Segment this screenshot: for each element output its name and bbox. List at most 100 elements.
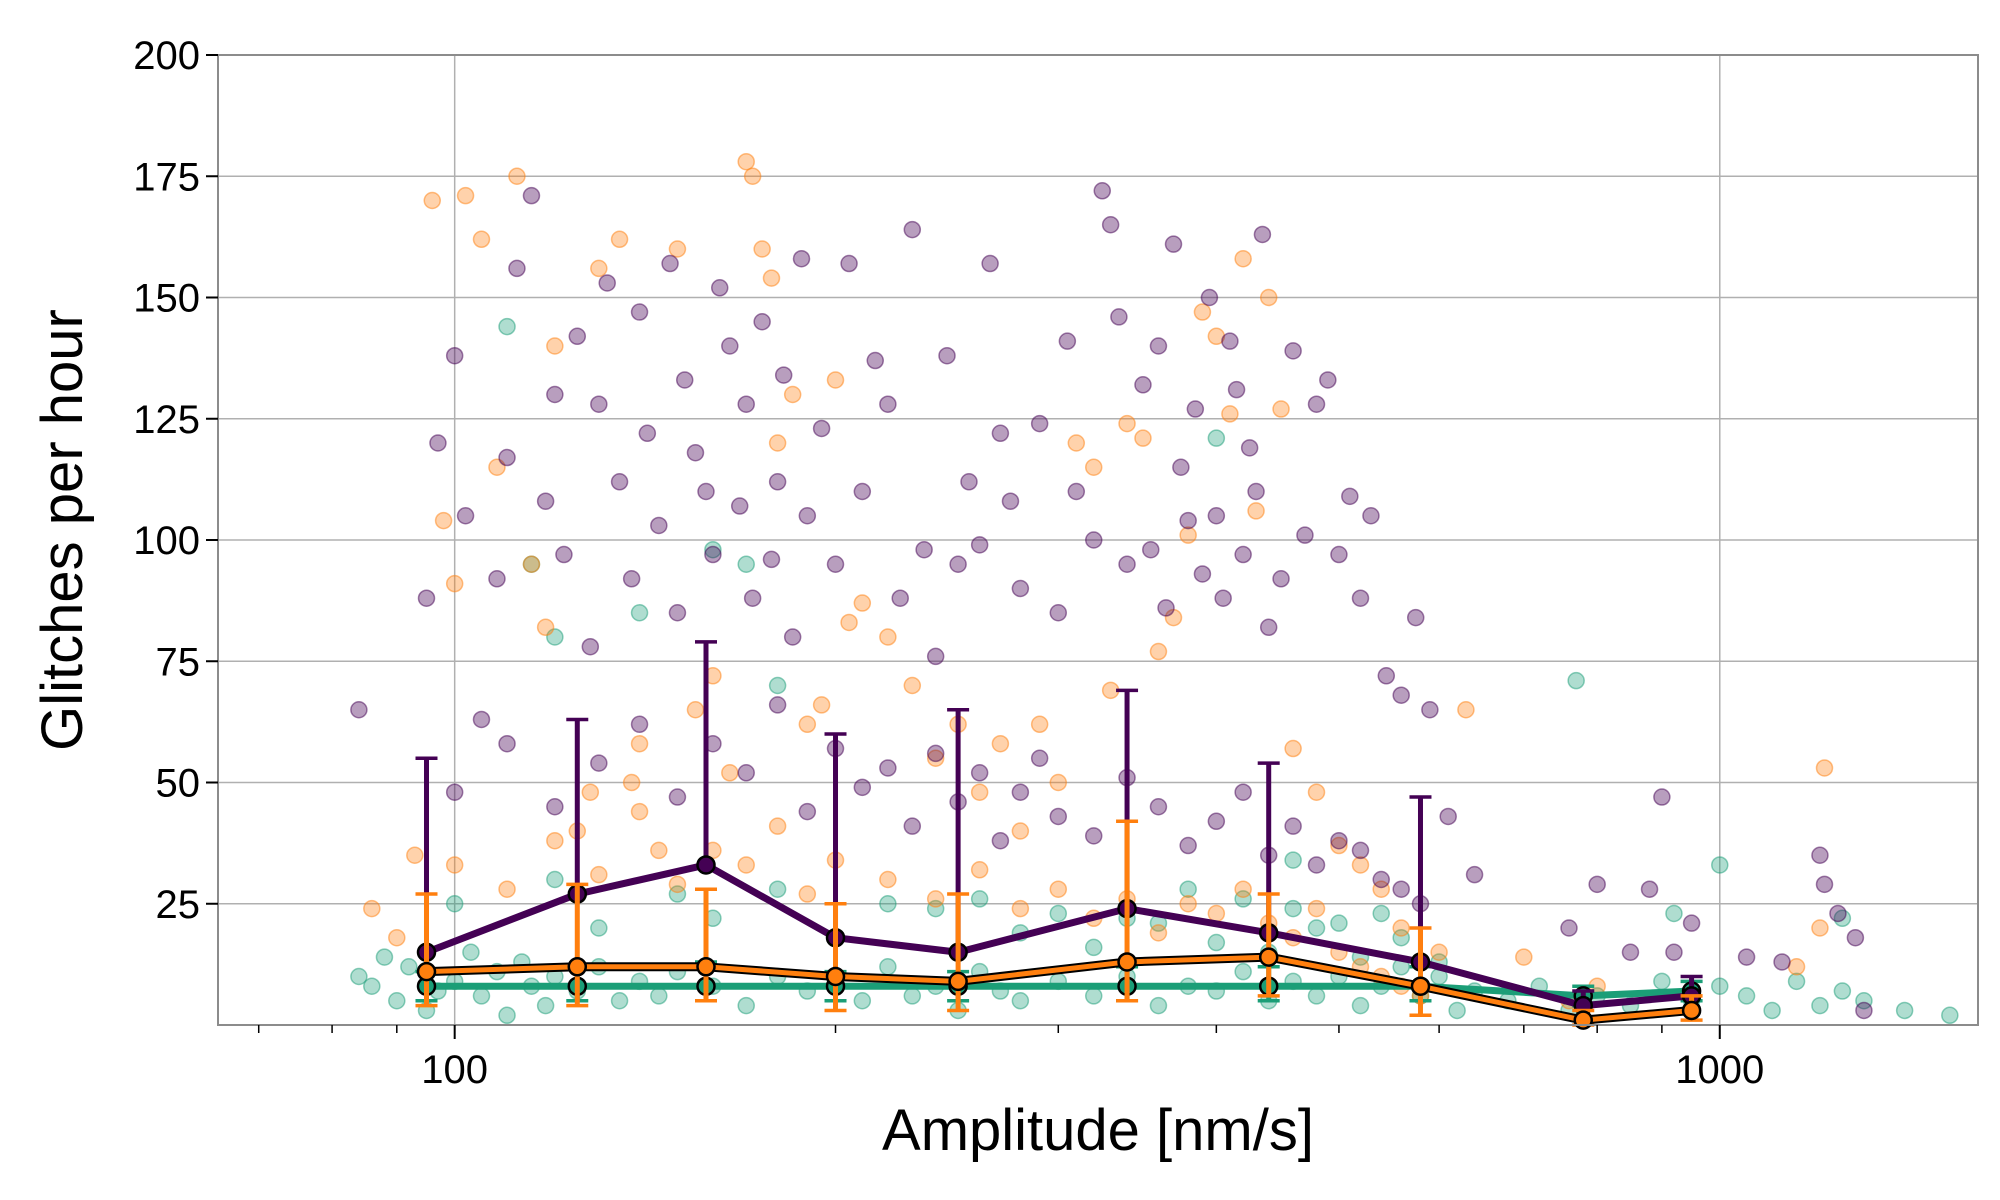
scatter-point-orange <box>1193 303 1212 321</box>
scatter-point-green <box>1049 904 1068 923</box>
scatter-point-purple <box>721 337 739 355</box>
scatter-point-purple <box>1164 235 1183 253</box>
y-tick-label: 100 <box>133 519 200 563</box>
scatter-point-orange <box>926 890 945 908</box>
scatter-point-green <box>462 943 480 961</box>
scatter-point-green <box>879 958 897 976</box>
scatter-point-orange <box>590 259 608 278</box>
scatter-point-orange <box>970 861 989 879</box>
scatter-point-purple <box>1682 914 1701 932</box>
scatter-point-purple <box>926 647 945 666</box>
scatter-point-green <box>1711 977 1729 995</box>
scatter-point-green <box>1307 987 1326 1005</box>
scatter-point-orange <box>590 865 608 884</box>
scatter-point-orange <box>753 240 771 258</box>
series-marker-orange <box>1258 947 1279 967</box>
scatter-point-green <box>1084 938 1103 957</box>
scatter-point-green <box>1011 992 1030 1010</box>
scatter-point-orange <box>743 167 762 185</box>
scatter-point-orange <box>1084 458 1103 476</box>
scatter-point-orange <box>1030 715 1049 734</box>
series-marker-orange <box>1573 1010 1594 1030</box>
scatter-point-orange <box>879 870 897 889</box>
scatter-point-orange <box>1307 899 1326 918</box>
scatter-point-orange <box>1457 701 1475 719</box>
scatter-point-orange <box>1284 739 1302 758</box>
scatter-point-orange <box>1049 773 1068 792</box>
scatter-point-green <box>668 885 687 903</box>
scatter-point-purple <box>737 395 755 413</box>
scatter-point-green <box>704 540 722 559</box>
scatter-point-purple <box>1179 836 1197 855</box>
y-tick-label: 25 <box>156 883 201 927</box>
y-tick-label: 200 <box>133 34 200 78</box>
scatter-point-purple <box>1157 599 1175 617</box>
scatter-point-purple <box>1149 337 1168 355</box>
scatter-point-green <box>737 996 755 1015</box>
scatter-point-purple <box>1247 482 1265 501</box>
series-line-orange <box>426 954 1692 1023</box>
scatter-point-purple <box>730 497 749 515</box>
scatter-point-purple <box>879 759 897 777</box>
scatter-point-orange <box>610 230 629 249</box>
scatter-point-purple <box>1330 545 1348 564</box>
scatter-point-purple <box>1001 492 1020 510</box>
scatter-point-orange <box>498 880 516 898</box>
scatter-point-orange <box>970 783 989 801</box>
scatter-point-orange <box>903 676 922 695</box>
series-marker-orange <box>416 961 437 982</box>
scatter-point-purple <box>650 516 668 535</box>
scatter-point-purple <box>1149 798 1168 816</box>
scatter-point-purple <box>1846 928 1865 947</box>
scatter-point-purple <box>555 545 573 564</box>
scatter-point-purple <box>1142 540 1160 559</box>
scatter-point-purple <box>622 570 641 588</box>
scatter-point-purple <box>472 710 491 729</box>
scatter-point-purple <box>1665 943 1683 961</box>
scatter-point-purple <box>1351 841 1370 860</box>
scatter-point-green <box>768 676 787 695</box>
scatter-point-orange <box>581 783 600 801</box>
scatter-point-purple <box>1272 570 1290 588</box>
scatter-point-purple <box>1118 555 1136 573</box>
scatter-point-purple <box>1049 604 1068 622</box>
scatter-point-purple <box>1319 371 1337 389</box>
scatter-point-orange <box>1351 856 1370 874</box>
scatter-point-purple <box>1640 880 1659 898</box>
scatter-point-orange <box>1067 434 1086 452</box>
scatter-point-orange <box>445 574 464 593</box>
scatter-point-green <box>853 992 872 1010</box>
scatter-point-orange <box>1259 288 1278 307</box>
scatter-point-orange <box>853 594 872 612</box>
scatter-point-green <box>1234 890 1252 908</box>
scatter-point-green <box>630 604 649 622</box>
scatter-point-orange <box>798 715 817 734</box>
scatter-point-green <box>536 996 555 1015</box>
scatter-point-purple <box>350 701 368 719</box>
scatter-point-purple <box>668 604 687 622</box>
scatter-point-purple <box>903 817 922 835</box>
scatter-point-purple <box>710 279 729 297</box>
scatter-point-purple <box>866 351 884 370</box>
scatter-point-orange <box>783 385 802 404</box>
series-marker-orange <box>1410 976 1431 996</box>
series-marker-orange <box>1117 952 1137 972</box>
scatter-point-purple <box>1362 507 1380 525</box>
series-marker-orange <box>948 971 968 992</box>
scatter-point-orange <box>840 613 858 632</box>
summary-lines <box>415 640 1703 1030</box>
scatter-point-purple <box>522 186 541 205</box>
scatter-point-green <box>1392 928 1410 947</box>
scatter-point-purple <box>783 628 802 646</box>
series-marker-orange <box>696 957 716 977</box>
scatter-point-green <box>1787 972 1806 991</box>
scatter-point-green <box>472 987 491 1005</box>
scatter-point-purple <box>981 254 999 273</box>
scatter-point-purple <box>630 715 649 734</box>
scatter-point-orange <box>926 749 945 767</box>
scatter-point-orange <box>737 856 755 874</box>
scatter-point-orange <box>423 191 442 210</box>
scatter-point-orange <box>1515 948 1533 966</box>
scatter-point-green <box>1941 1006 1959 1025</box>
scatter-point-orange <box>1149 924 1168 942</box>
